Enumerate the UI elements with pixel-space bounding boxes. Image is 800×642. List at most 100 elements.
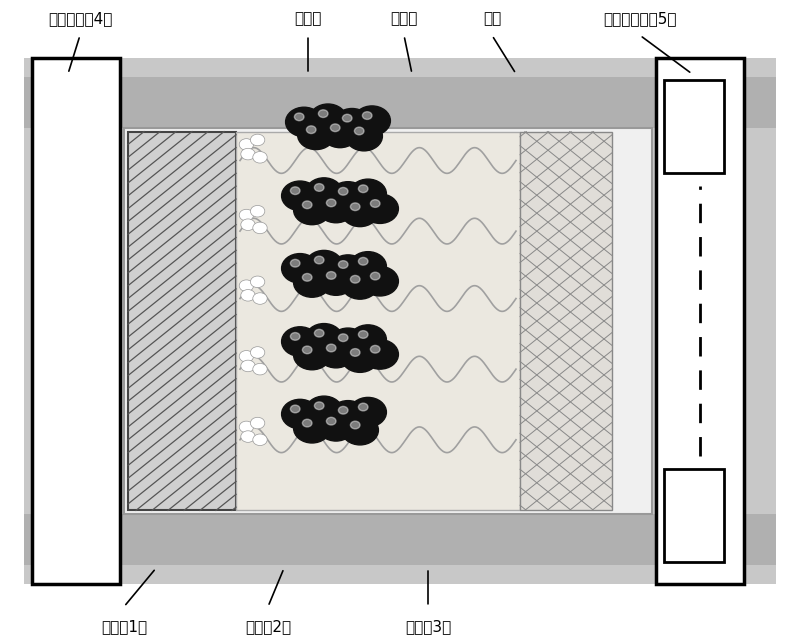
Circle shape bbox=[358, 185, 368, 193]
Text: 绝缘壳体（4）: 绝缘壳体（4） bbox=[48, 11, 112, 26]
Circle shape bbox=[342, 197, 378, 227]
Circle shape bbox=[342, 415, 378, 445]
Circle shape bbox=[250, 417, 265, 429]
Circle shape bbox=[354, 127, 364, 135]
Circle shape bbox=[306, 178, 342, 207]
Circle shape bbox=[338, 187, 348, 195]
Circle shape bbox=[350, 203, 360, 211]
Circle shape bbox=[362, 112, 372, 119]
Circle shape bbox=[253, 152, 267, 163]
Text: 不锈锂壳体（5）: 不锈锂壳体（5） bbox=[603, 11, 677, 26]
Circle shape bbox=[338, 406, 348, 414]
Circle shape bbox=[350, 349, 360, 356]
Circle shape bbox=[306, 396, 342, 426]
Circle shape bbox=[346, 121, 382, 151]
Circle shape bbox=[358, 331, 368, 338]
Circle shape bbox=[350, 325, 386, 354]
Bar bbox=[656, 58, 744, 584]
Circle shape bbox=[250, 347, 265, 358]
Circle shape bbox=[239, 421, 254, 433]
Circle shape bbox=[314, 256, 324, 264]
Circle shape bbox=[358, 403, 368, 411]
Text: 正极（3）: 正极（3） bbox=[405, 620, 451, 634]
Bar bbox=[520, 132, 612, 510]
Circle shape bbox=[290, 405, 300, 413]
Circle shape bbox=[253, 222, 267, 234]
Circle shape bbox=[314, 402, 324, 410]
Circle shape bbox=[294, 340, 330, 370]
Circle shape bbox=[338, 261, 348, 268]
Bar bbox=[664, 80, 724, 173]
Circle shape bbox=[298, 120, 334, 150]
Circle shape bbox=[330, 401, 366, 430]
Circle shape bbox=[294, 268, 330, 297]
Circle shape bbox=[322, 118, 358, 148]
Circle shape bbox=[350, 179, 386, 209]
Bar bbox=[24, 77, 776, 128]
Bar bbox=[24, 514, 776, 565]
Circle shape bbox=[370, 272, 380, 280]
Circle shape bbox=[290, 333, 300, 340]
Circle shape bbox=[302, 201, 312, 209]
Circle shape bbox=[326, 344, 336, 352]
Circle shape bbox=[282, 399, 318, 429]
Circle shape bbox=[282, 254, 318, 283]
Circle shape bbox=[330, 255, 366, 284]
Circle shape bbox=[250, 134, 265, 146]
Circle shape bbox=[294, 413, 330, 443]
Circle shape bbox=[282, 327, 318, 356]
Circle shape bbox=[350, 275, 360, 283]
Circle shape bbox=[290, 259, 300, 267]
Circle shape bbox=[306, 126, 316, 134]
Circle shape bbox=[282, 181, 318, 211]
Circle shape bbox=[294, 195, 330, 225]
Circle shape bbox=[326, 417, 336, 425]
Text: 电解液: 电解液 bbox=[294, 11, 322, 26]
Text: 负极（1）: 负极（1） bbox=[101, 620, 147, 634]
Circle shape bbox=[239, 280, 254, 291]
Circle shape bbox=[250, 276, 265, 288]
Circle shape bbox=[310, 104, 346, 134]
Circle shape bbox=[294, 113, 304, 121]
Circle shape bbox=[362, 194, 398, 223]
Circle shape bbox=[354, 106, 390, 135]
Bar bbox=[24, 58, 776, 584]
Circle shape bbox=[306, 324, 342, 353]
Circle shape bbox=[362, 266, 398, 296]
Circle shape bbox=[241, 360, 255, 372]
Circle shape bbox=[318, 266, 354, 295]
Bar bbox=[128, 132, 236, 510]
Circle shape bbox=[370, 200, 380, 207]
Circle shape bbox=[318, 110, 328, 117]
Circle shape bbox=[306, 250, 342, 280]
Circle shape bbox=[239, 351, 254, 362]
Text: 催化剂: 催化剂 bbox=[390, 11, 418, 26]
Circle shape bbox=[286, 107, 322, 137]
Text: 隔膜（2）: 隔膜（2） bbox=[245, 620, 291, 634]
Circle shape bbox=[326, 199, 336, 207]
Circle shape bbox=[350, 252, 386, 281]
Circle shape bbox=[241, 431, 255, 442]
Circle shape bbox=[290, 187, 300, 195]
Circle shape bbox=[314, 184, 324, 191]
Circle shape bbox=[302, 346, 312, 354]
Circle shape bbox=[362, 340, 398, 369]
Circle shape bbox=[370, 345, 380, 353]
Circle shape bbox=[239, 209, 254, 221]
Circle shape bbox=[318, 338, 354, 368]
Circle shape bbox=[342, 114, 352, 122]
Circle shape bbox=[241, 219, 255, 230]
Bar bbox=[664, 469, 724, 562]
Circle shape bbox=[326, 272, 336, 279]
Circle shape bbox=[330, 124, 340, 132]
Circle shape bbox=[241, 290, 255, 301]
Bar bbox=[32, 58, 120, 584]
Circle shape bbox=[330, 182, 366, 211]
Circle shape bbox=[253, 293, 267, 304]
Circle shape bbox=[330, 328, 366, 358]
Circle shape bbox=[342, 343, 378, 372]
Bar bbox=[124, 128, 652, 514]
Circle shape bbox=[250, 205, 265, 217]
Text: 炭纸: 炭纸 bbox=[483, 11, 501, 26]
Circle shape bbox=[338, 334, 348, 342]
